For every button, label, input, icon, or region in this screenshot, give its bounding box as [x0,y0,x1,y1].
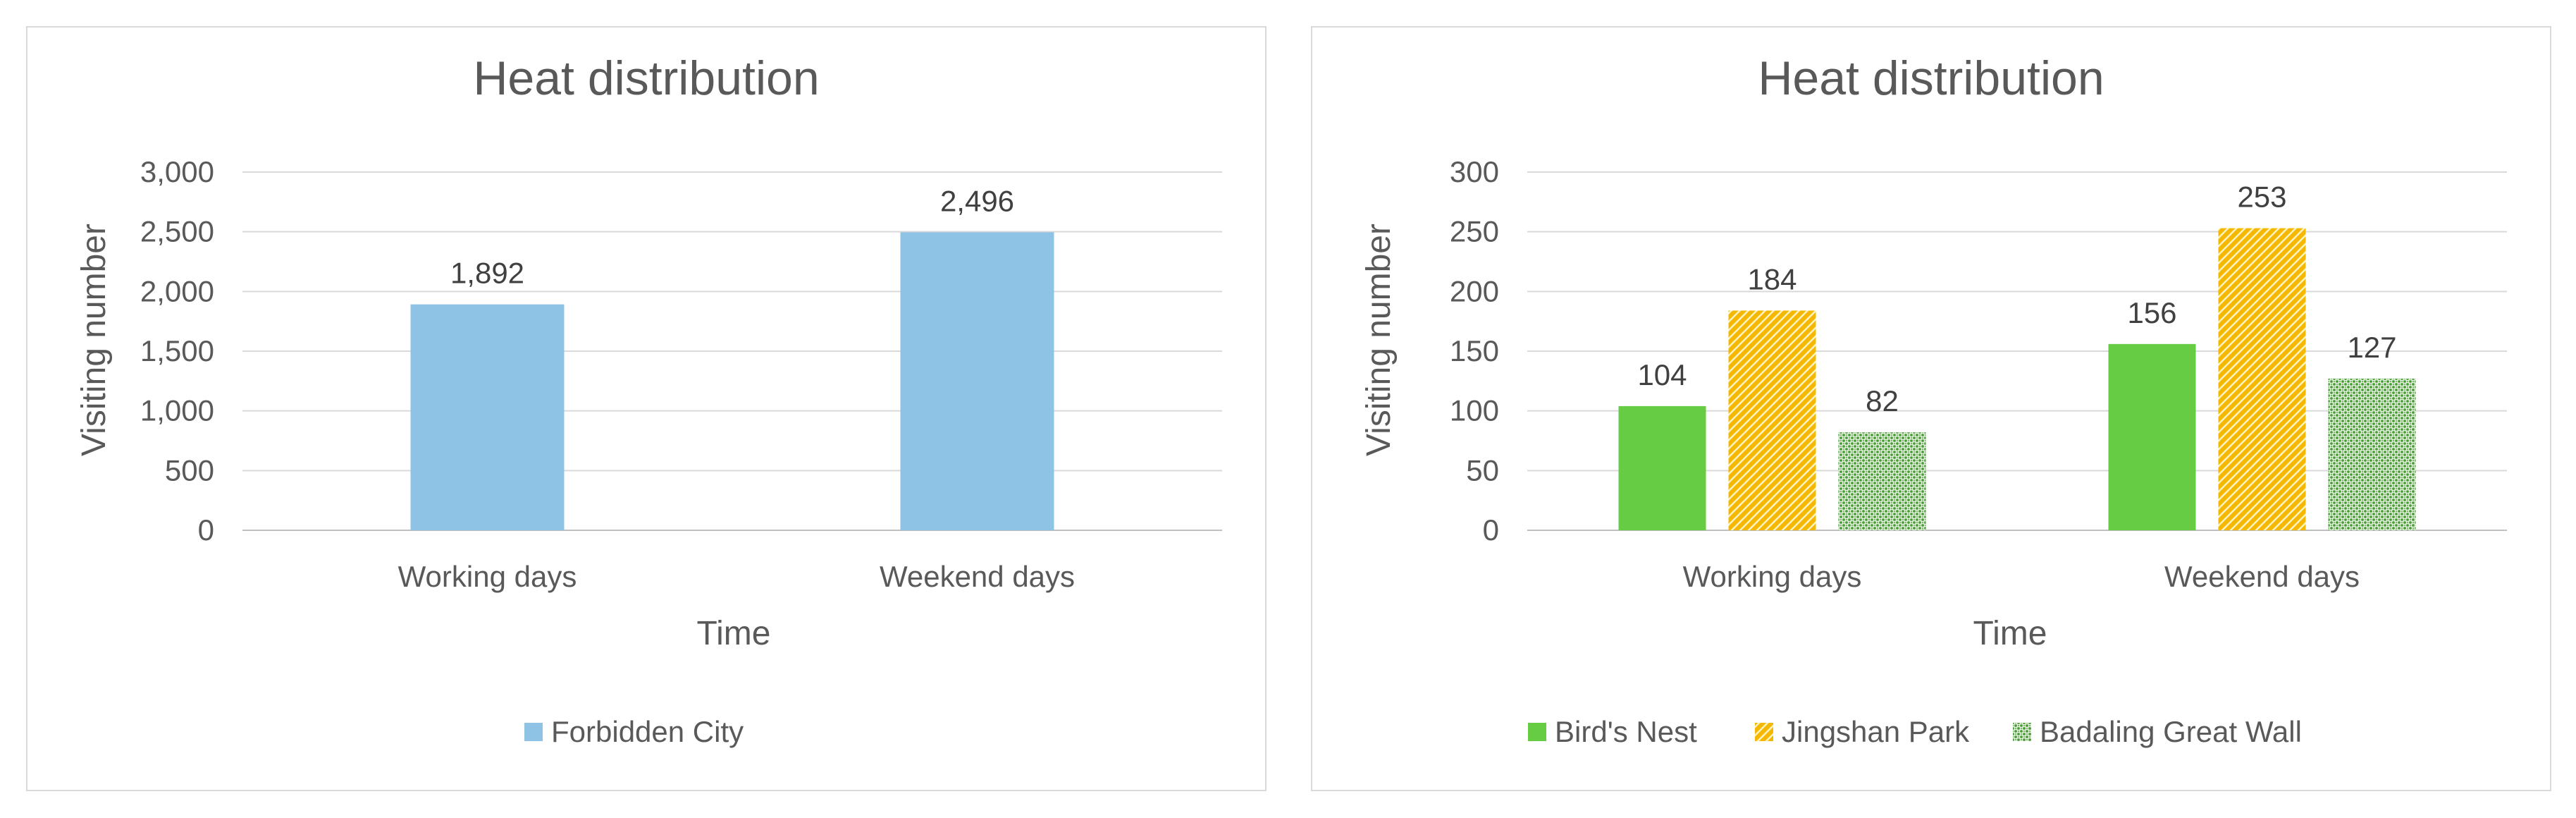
data-label: 184 [1747,262,1797,295]
bar-jingshan-park-working-days [1728,310,1816,530]
x-tick-label: Working days [1683,560,1862,593]
bar-badaling-great-wall-working-days [1838,432,1926,530]
legend-label: Jingshan Park [1782,715,1970,748]
y-axis-title: Visiting number [1360,224,1398,456]
legend-label: Badaling Great Wall [2040,715,2302,748]
data-label: 104 [1637,358,1687,391]
bar-forbidden-city-working-days [410,304,565,530]
legend: Forbidden City [524,715,744,748]
bar-chart-attractions: Heat distribution Visiting number Time 0… [1360,51,2507,748]
bar-bird-s-nest-working-days [1618,405,1706,530]
data-label: 2,496 [940,184,1014,217]
data-label: 156 [2127,296,2176,329]
y-tick-label: 2,000 [140,274,214,307]
y-axis-title: Visiting number [75,224,113,456]
bar-bird-s-nest-weekend-days [2108,343,2196,530]
chart-title: Heat distribution [1758,51,2104,105]
x-axis-title: Time [697,615,771,652]
y-tick-label: 100 [1450,394,1499,427]
chart-panel-forbidden-city: Heat distribution Visiting number Time 0… [26,26,1267,791]
y-tick-label: 2,500 [140,215,214,248]
y-tick-label: 3,000 [140,155,214,188]
y-tick-label: 150 [1450,334,1499,367]
plot-area: 0 500 1,000 1,500 2,000 2,500 3,000 Working day… [140,155,1222,593]
y-tick-label: 500 [165,453,214,487]
x-axis-title: Time [1973,615,2047,652]
legend-swatch-forbidden-city [524,723,543,741]
data-label: 1,892 [450,257,524,290]
y-tick-label: 0 [198,513,214,547]
y-tick-label: 1,500 [140,334,214,367]
plot-area: 0 50 100 150 200 250 300 Working days 104 184 82 We… [1450,155,2507,593]
legend-swatch-jingshan-park [1755,723,1773,741]
legend-swatch-bird-s-nest [1528,723,1546,741]
legend-label: Forbidden City [551,715,744,748]
legend-swatch-badaling-great-wall [2013,723,2031,741]
y-tick-label: 250 [1450,215,1499,248]
chart-title: Heat distribution [473,51,819,105]
data-label: 82 [1866,384,1899,417]
x-tick-label: Weekend days [880,560,1075,593]
y-tick-label: 50 [1466,453,1499,487]
data-label: 127 [2347,331,2396,364]
legend: Bird's Nest Jingshan Park Badaling Great W… [1528,715,2302,748]
y-tick-label: 0 [1483,513,1499,547]
x-tick-label: Working days [398,560,577,593]
y-tick-label: 200 [1450,274,1499,307]
x-tick-label: Weekend days [2164,560,2360,593]
chart-panel-attractions: Heat distribution Visiting number Time 0… [1311,26,2551,791]
legend-label: Bird's Nest [1555,715,1697,748]
y-tick-label: 300 [1450,155,1499,188]
data-label: 253 [2237,181,2286,214]
bar-chart-forbidden-city: Heat distribution Visiting number Time 0… [75,51,1222,748]
bar-badaling-great-wall-weekend-days [2328,378,2416,530]
bar-jingshan-park-weekend-days [2218,228,2306,530]
bar-forbidden-city-weekend-days [900,232,1054,530]
y-tick-label: 1,000 [140,394,214,427]
